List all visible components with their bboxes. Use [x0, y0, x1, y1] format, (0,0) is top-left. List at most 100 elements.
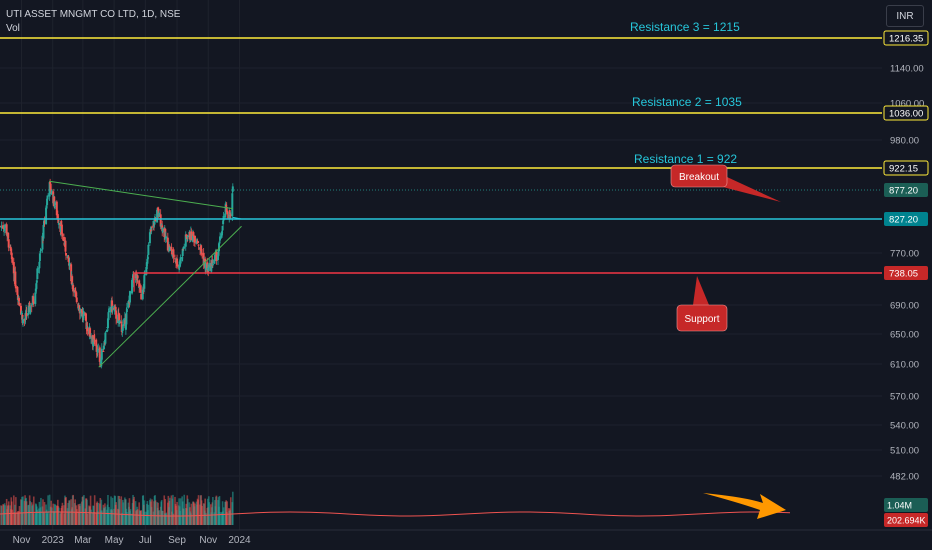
- candle-body: [12, 262, 15, 274]
- price-tick-label: 482.00: [890, 472, 919, 483]
- candle-body: [16, 287, 19, 295]
- candle-body: [185, 234, 188, 237]
- candle-body: [98, 347, 101, 362]
- candle-body: [207, 266, 210, 271]
- candle-body: [38, 261, 41, 269]
- time-tick-label: Nov: [13, 535, 31, 546]
- volume-bar: [61, 502, 64, 525]
- candle-body: [34, 292, 37, 304]
- candle-body: [215, 251, 218, 261]
- candle-body: [99, 361, 102, 364]
- candle-body: [182, 249, 185, 251]
- grid: [0, 0, 882, 530]
- candle-body: [82, 311, 85, 316]
- price-label-badge: [883, 105, 929, 121]
- candle-body: [113, 308, 116, 310]
- volume-bar: [50, 507, 53, 525]
- candle-body: [221, 231, 224, 233]
- price-tick-label: 610.00: [890, 360, 919, 371]
- candle-body: [91, 335, 94, 345]
- candle-body: [226, 210, 229, 215]
- candle-body: [32, 301, 35, 304]
- candle-body: [5, 224, 8, 235]
- candle-body: [157, 207, 160, 211]
- volume-label-badge: [884, 498, 928, 512]
- time-tick-label: Sep: [168, 535, 186, 546]
- candle-body: [156, 209, 159, 223]
- candle-body: [49, 181, 52, 185]
- candle-body: [4, 224, 7, 228]
- volume-label[interactable]: Vol: [6, 23, 20, 34]
- candle-body: [27, 305, 30, 313]
- candle-body: [179, 262, 182, 265]
- volume-label-text: 202.694K: [887, 516, 926, 526]
- candle-body: [128, 291, 131, 303]
- candle-body: [159, 214, 162, 227]
- candle-body: [153, 219, 156, 225]
- volume-bar: [15, 497, 17, 525]
- candle-body: [127, 301, 130, 308]
- candle-body: [150, 227, 153, 231]
- candle-body: [95, 345, 98, 352]
- volume-ma-line: [0, 511, 791, 517]
- candle-body: [211, 263, 214, 266]
- candle-body: [165, 236, 168, 238]
- volume-bar: [0, 505, 3, 525]
- volume-bar: [218, 496, 221, 525]
- candle-body: [53, 205, 56, 207]
- candle-body: [92, 336, 95, 344]
- candle-body: [132, 274, 135, 282]
- candle-body: [75, 297, 78, 303]
- candle-body: [217, 250, 220, 255]
- price-tick-label: 690.00: [890, 301, 919, 312]
- volume-bar: [111, 497, 114, 525]
- candle-body: [220, 233, 223, 238]
- candle-body: [182, 246, 185, 250]
- candle-body: [14, 285, 17, 289]
- candle-body: [41, 235, 44, 250]
- candle-body: [89, 335, 92, 338]
- candle-body: [111, 306, 114, 310]
- volume-bar: [194, 503, 196, 525]
- candle-body: [36, 268, 39, 280]
- time-axis[interactable]: Nov 2023 Mar May Jul Sep Nov 2024: [0, 529, 932, 550]
- candle-body: [95, 339, 98, 347]
- volume-bar: [18, 506, 21, 525]
- candle-body: [59, 225, 62, 233]
- price-label-badge: [884, 183, 928, 197]
- candle-body: [7, 232, 10, 238]
- price-axis[interactable]: 1140.00 1060.00 980.00 770.00 690.00 650.00 61…: [882, 0, 932, 530]
- currency-button[interactable]: INR: [886, 5, 924, 27]
- candle-body: [221, 225, 224, 231]
- price-tick-label: 570.00: [890, 392, 919, 403]
- candle-body: [7, 239, 10, 248]
- candle-body: [97, 348, 100, 350]
- volume-bar: [183, 494, 186, 525]
- time-tick-label: Mar: [74, 535, 92, 546]
- candle-body: [204, 263, 207, 270]
- volume-bar: [97, 502, 100, 525]
- candle-body: [181, 257, 184, 259]
- candle-body: [231, 186, 234, 192]
- candle-body: [225, 205, 228, 207]
- candle-body: [93, 340, 96, 342]
- time-tick-label: 2024: [228, 535, 251, 546]
- candle-body: [62, 236, 65, 242]
- candle-body: [143, 272, 146, 276]
- volume-bar: [190, 503, 193, 525]
- candle-body: [85, 325, 88, 329]
- candle-body: [25, 313, 28, 317]
- volume-bar: [164, 499, 167, 525]
- candle-body: [168, 247, 171, 252]
- breakout-pointer: [715, 177, 781, 202]
- candle-body: [60, 224, 63, 235]
- candle-body: [105, 329, 108, 333]
- volume-bar: [101, 510, 103, 525]
- candle-body: [219, 236, 222, 241]
- volume-bar: [176, 501, 178, 525]
- volume-bar: [172, 513, 175, 525]
- symbol-title[interactable]: UTI ASSET MNGMT CO LTD, 1D, NSE: [6, 9, 181, 20]
- candle-body: [140, 293, 143, 300]
